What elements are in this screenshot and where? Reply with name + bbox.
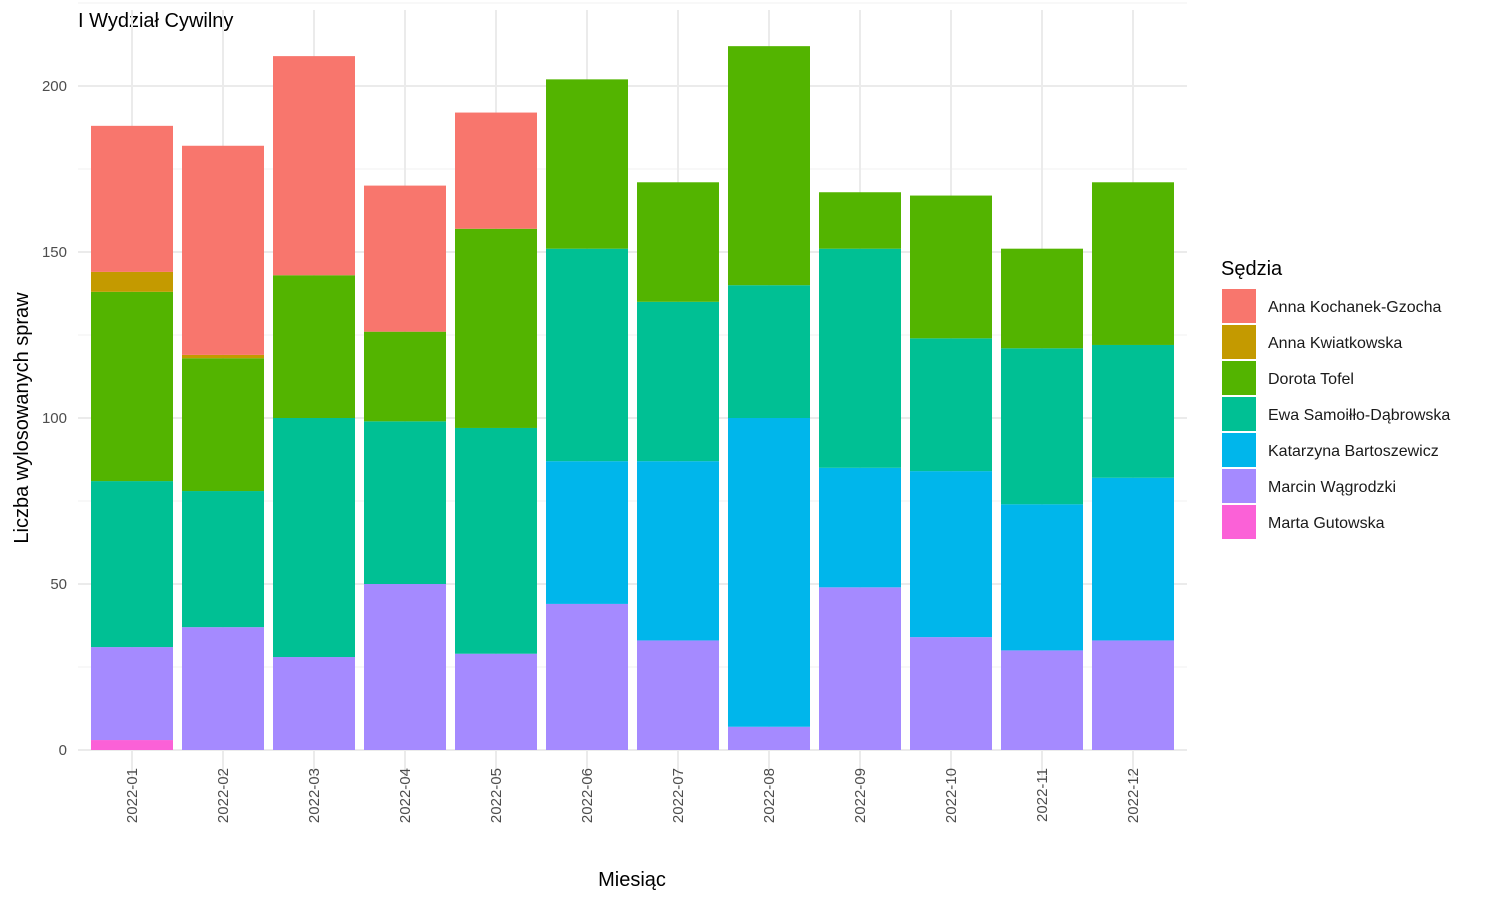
bar-segment	[182, 358, 264, 492]
bar-segment	[1092, 477, 1174, 641]
bar-segment	[1001, 504, 1083, 651]
bar-segment	[273, 56, 355, 276]
bar-segment	[455, 653, 537, 750]
legend-swatch	[1222, 289, 1256, 323]
bar-segment	[182, 627, 264, 750]
bar-segment	[455, 228, 537, 428]
legend-swatch	[1222, 325, 1256, 359]
bar-segment	[546, 79, 628, 249]
legend-label: Dorota Tofel	[1268, 371, 1354, 388]
y-tick-label: 50	[50, 576, 67, 593]
bar-segment	[455, 427, 537, 654]
chart-title: I Wydział Cywilny	[78, 10, 233, 32]
x-tick-label: 2022-08	[761, 768, 778, 823]
bar-segment	[637, 301, 719, 462]
legend-swatch	[1222, 361, 1256, 395]
bar-segment	[91, 647, 173, 741]
legend-swatch	[1222, 433, 1256, 467]
bar-segment	[819, 587, 901, 750]
bar-segment	[1001, 650, 1083, 750]
legend-label: Marcin Wągrodzki	[1268, 479, 1396, 496]
y-tick-label: 150	[42, 244, 67, 261]
bar-segment	[728, 46, 810, 286]
bar-segment	[910, 637, 992, 750]
bar-segment	[1092, 182, 1174, 345]
x-axis-title: Miesiąc	[598, 869, 666, 891]
bar-segment	[728, 285, 810, 418]
bar-segment	[819, 467, 901, 588]
bar-segment	[182, 145, 264, 355]
bar-segment	[364, 185, 446, 332]
x-tick-label: 2022-03	[306, 768, 323, 823]
x-tick-label: 2022-10	[943, 768, 960, 823]
x-tick-label: 2022-07	[670, 768, 687, 823]
bar-segment	[1001, 248, 1083, 349]
legend-label: Ewa Samoiłło-Dąbrowska	[1268, 407, 1450, 424]
y-tick-label: 0	[59, 742, 67, 759]
bar-segment	[1001, 348, 1083, 505]
bar-segment	[1092, 344, 1174, 478]
legend-swatch	[1222, 469, 1256, 503]
bar-segment	[364, 421, 446, 584]
legend-label: Marta Gutowska	[1268, 515, 1385, 532]
x-tick-label: 2022-04	[397, 768, 414, 823]
x-tick-label: 2022-05	[488, 768, 505, 823]
bar-segment	[182, 491, 264, 628]
x-tick-label: 2022-01	[124, 768, 141, 823]
bar-segment	[819, 192, 901, 249]
legend-label: Anna Kochanek-Gzocha	[1268, 299, 1442, 316]
bar-segment	[728, 726, 810, 750]
x-tick-label: 2022-11	[1034, 768, 1051, 822]
y-tick-label: 200	[42, 78, 67, 95]
bar-segment	[273, 418, 355, 658]
legend-title: Sędzia	[1221, 258, 1283, 280]
legend-label: Katarzyna Bartoszewicz	[1268, 443, 1439, 460]
bar-segment	[91, 271, 173, 292]
bar-segment	[910, 195, 992, 339]
x-tick-label: 2022-09	[852, 768, 869, 823]
bar-segment	[91, 291, 173, 482]
bar-segment	[819, 248, 901, 468]
bar-segment	[637, 461, 719, 641]
bar-segment	[637, 182, 719, 302]
y-tick-label: 100	[42, 410, 67, 427]
bars	[91, 46, 1174, 750]
bar-segment	[91, 125, 173, 272]
bar-segment	[546, 248, 628, 462]
bar-segment	[1092, 640, 1174, 750]
bar-segment	[273, 275, 355, 418]
bar-segment	[182, 354, 264, 359]
x-tick-label: 2022-02	[215, 768, 232, 823]
bar-segment	[91, 740, 173, 750]
bar-segment	[91, 481, 173, 648]
bar-segment	[910, 338, 992, 472]
x-tick-label: 2022-12	[1125, 768, 1142, 823]
y-axis-ticks: 0 50 100 150 200	[42, 78, 67, 759]
x-axis-ticks: 2022-01 2022-02 2022-03 2022-04 2022-05 2022-…	[124, 768, 1142, 823]
bar-segment	[364, 331, 446, 422]
legend: Sędzia Anna Kochanek-Gzocha Anna Kwiatkow…	[1221, 258, 1450, 539]
y-axis-title: Liczba wylosowanych spraw	[11, 292, 33, 544]
bar-segment	[273, 657, 355, 750]
legend-label: Anna Kwiatkowska	[1268, 335, 1402, 352]
bar-segment	[364, 584, 446, 750]
x-tick-label: 2022-06	[579, 768, 596, 823]
bar-segment	[910, 471, 992, 638]
bar-segment	[455, 112, 537, 229]
bar-segment	[728, 418, 810, 727]
legend-swatch	[1222, 397, 1256, 431]
bar-segment	[546, 461, 628, 604]
legend-swatch	[1222, 505, 1256, 539]
bar-segment	[546, 603, 628, 750]
bar-segment	[637, 640, 719, 750]
